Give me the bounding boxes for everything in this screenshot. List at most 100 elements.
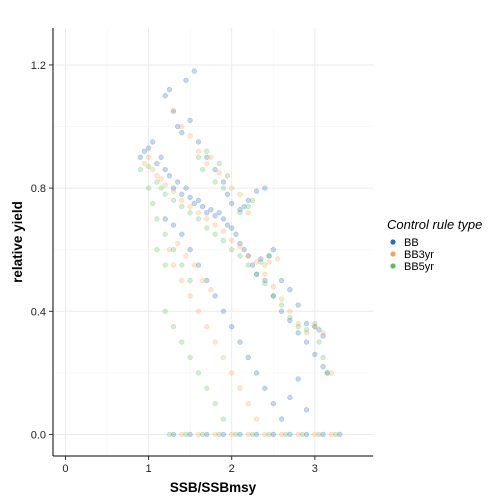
data-point [320,364,326,370]
data-point [253,431,260,438]
data-point [187,354,193,361]
data-point [287,287,293,293]
data-point [204,216,210,222]
data-point [258,259,264,265]
data-point [212,231,218,237]
x-tick-label: 3 [312,463,318,475]
data-point [220,308,227,314]
data-point [303,320,310,327]
data-point [212,293,218,299]
data-point [249,431,256,438]
data-point [262,262,268,268]
data-point [224,191,231,197]
data-point [187,133,193,139]
data-point [320,333,326,339]
data-point [287,431,293,438]
data-point [287,308,293,314]
data-point [170,222,177,228]
data-point [179,191,185,197]
data-point [166,431,173,438]
data-point [249,262,256,268]
data-point [195,216,202,222]
data-point [224,173,231,179]
data-point [179,197,185,204]
data-point [212,339,218,345]
data-point [216,160,222,167]
data-point [137,154,143,160]
y-tick-label: 0.0 [31,429,46,441]
data-point [229,431,235,438]
data-point [204,324,210,330]
data-point [166,86,173,93]
data-point [237,431,243,438]
data-point [320,354,326,361]
data-point [324,370,330,376]
data-point [141,148,148,154]
data-point [262,277,268,284]
data-point [187,247,193,253]
data-point [245,354,251,361]
data-point [170,108,177,114]
data-point [262,385,268,391]
data-point [312,324,318,330]
data-point [195,262,202,268]
data-point [199,203,206,210]
data-point [224,222,231,228]
data-point [270,293,276,299]
data-point [175,179,181,185]
data-point [220,431,227,438]
x-ticks: 0 1 2 3 [62,456,318,475]
data-point [162,216,168,222]
data-point [204,277,210,284]
data-point [278,296,285,302]
data-point [303,339,310,345]
data-point [303,431,310,438]
data-point [183,77,189,83]
data-point [303,327,310,333]
data-point [170,108,177,114]
data-point [328,431,335,438]
data-point [324,370,330,376]
data-point [237,339,243,345]
legend-label-BB: BB [404,237,419,249]
data-point [320,431,326,438]
data-point [245,253,251,259]
data-point [233,431,239,438]
data-point [237,210,243,216]
axes [52,28,373,457]
data-point [278,431,285,438]
data-point [195,210,202,216]
data-point [312,320,318,327]
data-point [220,416,227,422]
data-point [187,293,193,299]
data-point [162,93,168,99]
data-point [183,253,189,259]
data-point [270,431,276,438]
data-point [166,247,173,253]
data-point [199,166,206,173]
data-point [212,166,218,173]
data-point [262,185,268,191]
data-point [179,203,185,210]
data-point [270,247,276,253]
data-point [316,431,322,438]
data-point [204,385,210,391]
data-point [245,203,251,210]
data-point [216,210,222,216]
data-point [316,339,322,345]
data-point [299,431,306,438]
data-point [150,166,156,173]
data-point [212,179,218,185]
data-point [237,385,243,391]
data-point [183,431,189,438]
data-point [175,123,181,130]
data-point [216,431,222,438]
data-point [154,216,160,222]
data-point [287,317,293,324]
data-point [179,339,185,345]
data-point [278,302,285,308]
data-point [150,200,156,207]
data-point [195,431,202,438]
data-point [332,431,339,438]
data-point [162,308,168,314]
